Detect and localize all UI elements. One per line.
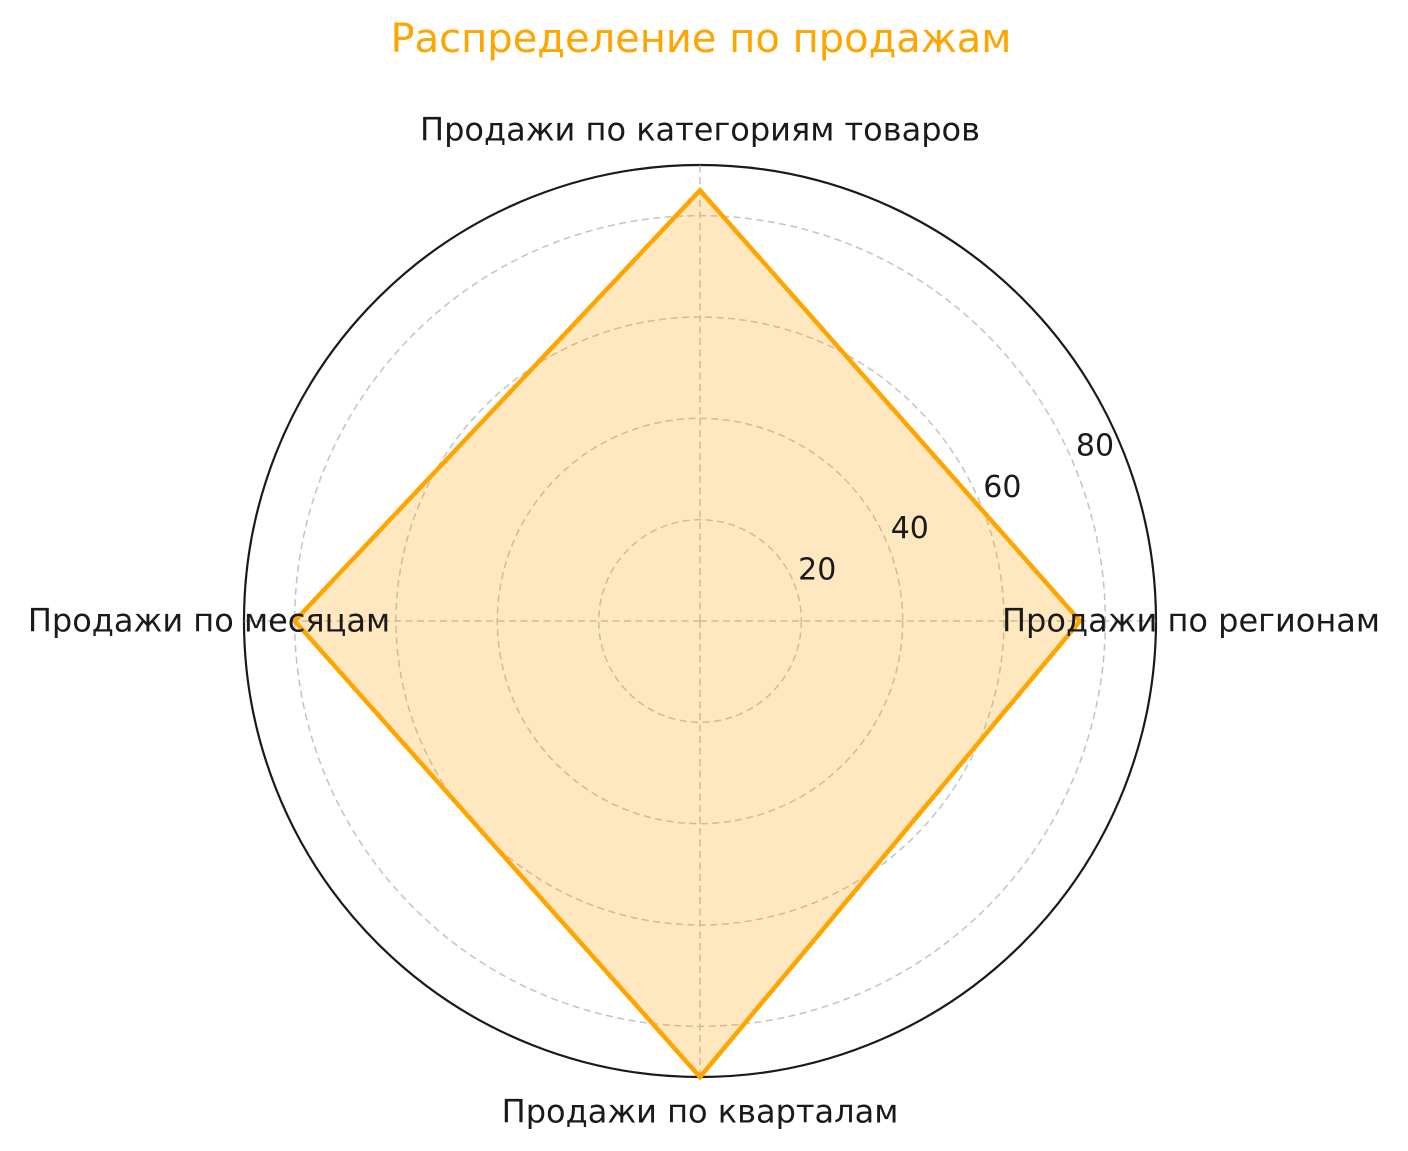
data-polygon <box>291 186 1083 1081</box>
r-tick-label: 60 <box>983 470 1021 505</box>
grid-circle-40 <box>496 417 904 825</box>
grid-circle-20 <box>597 518 803 724</box>
axis-label-1: Продажи по регионам <box>1001 601 1381 640</box>
chart-title: Распределение по продажам <box>390 16 1012 62</box>
r-tick-label: 40 <box>891 511 929 546</box>
axis-label-3: Продажи по месяцам <box>27 601 391 640</box>
r-tick-label: 20 <box>798 552 836 587</box>
axis-label-2: Продажи по кварталам <box>501 1092 899 1131</box>
r-tick-label: 80 <box>1076 429 1114 464</box>
axis-label-0: Продажи по категориям товаров <box>420 110 980 149</box>
